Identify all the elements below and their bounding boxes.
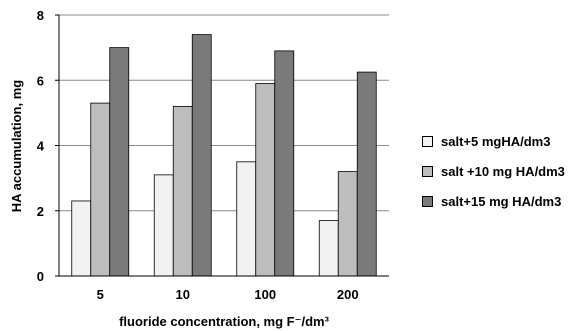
bar-10-series-2 <box>172 105 193 277</box>
legend-swatch <box>422 136 433 147</box>
legend: salt+5 mgHA/dm3 salt +10 mg HA/dm3 salt+15… <box>422 133 565 223</box>
bars <box>71 34 377 277</box>
y-tick-label: 0 <box>37 269 44 284</box>
x-tick-label: 5 <box>97 287 104 302</box>
bar-10-series-3 <box>191 34 212 277</box>
y-tick-label: 6 <box>37 73 44 88</box>
legend-item: salt+15 mg HA/dm3 <box>422 193 565 210</box>
y-tick-labels: 0 2 4 6 8 <box>37 8 59 284</box>
bar-5-series-1 <box>71 200 92 277</box>
x-axis-title: fluoride concentration, mg F⁻/dm³ <box>119 314 329 329</box>
bar-100-series-3 <box>274 50 295 277</box>
bar-100-series-2 <box>255 83 276 277</box>
x-tick-label: 10 <box>176 287 190 302</box>
y-tick-label: 8 <box>37 8 44 23</box>
legend-item: salt +10 mg HA/dm3 <box>422 163 565 180</box>
bar-200-series-1 <box>318 220 339 277</box>
legend-label: salt+15 mg HA/dm3 <box>441 194 562 209</box>
bar-5-series-2 <box>90 102 111 277</box>
bar-200-series-3 <box>356 71 377 277</box>
bar-5-series-3 <box>109 47 130 277</box>
x-tick-label: 200 <box>337 287 359 302</box>
bar-100-series-1 <box>236 161 257 277</box>
legend-label: salt+5 mgHA/dm3 <box>441 134 551 149</box>
x-tick-labels: 5 10 100 200 <box>97 287 359 302</box>
y-tick-label: 2 <box>37 204 44 219</box>
bar-10-series-1 <box>153 174 174 277</box>
y-tick-label: 4 <box>37 139 45 154</box>
y-axis-title: HA accumulation, mg <box>9 80 24 212</box>
legend-label: salt +10 mg HA/dm3 <box>441 164 565 179</box>
x-tick-label: 100 <box>254 287 276 302</box>
legend-swatch <box>422 196 433 207</box>
legend-swatch <box>422 166 433 177</box>
legend-item: salt+5 mgHA/dm3 <box>422 133 565 150</box>
bar-200-series-2 <box>337 171 358 277</box>
